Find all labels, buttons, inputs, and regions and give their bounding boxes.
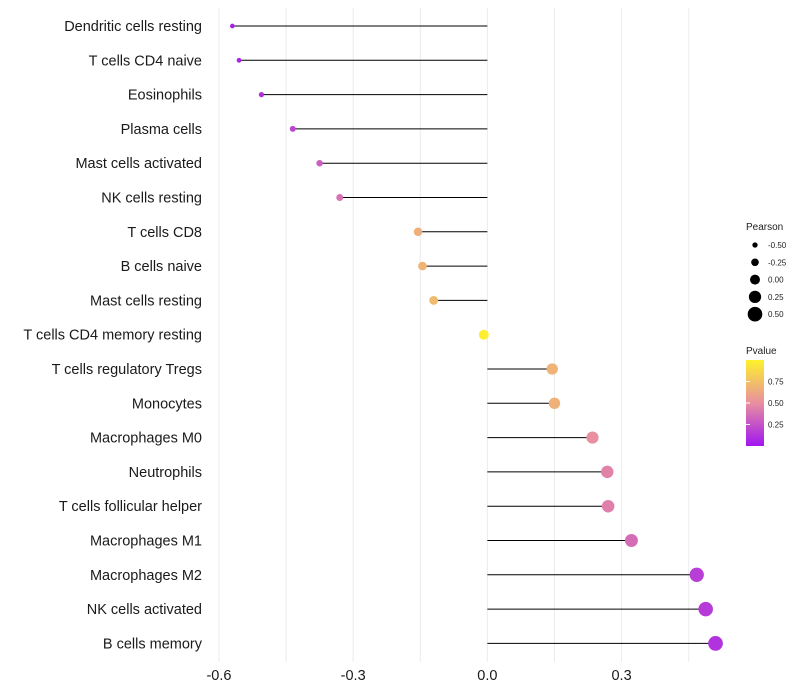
data-point: [413, 227, 423, 237]
color-legend-bar: [746, 360, 764, 446]
data-point: [586, 431, 599, 444]
size-legend-label: 0.25: [768, 293, 784, 302]
points: [230, 23, 723, 651]
data-point: [708, 636, 723, 651]
size-legend-key: [751, 258, 759, 267]
stems: [232, 25, 716, 644]
color-legend-title: Pvalue: [746, 346, 777, 357]
category-label: T cells CD8: [127, 225, 202, 241]
x-axis-ticks: -0.6 -0.3 0.0 0.3: [206, 668, 631, 684]
data-point: [316, 159, 323, 167]
data-point: [546, 363, 558, 375]
size-legend-key: [748, 290, 762, 304]
x-tick-label: -0.6: [206, 668, 231, 684]
size-legend: -0.50 -0.25 0.00 0.25 0.50: [747, 241, 787, 322]
data-point: [689, 567, 704, 582]
category-label: Monocytes: [132, 396, 202, 412]
color-legend-label: 0.50: [768, 399, 784, 408]
category-label: T cells CD4 memory resting: [23, 328, 202, 344]
x-tick-label: 0.0: [477, 668, 497, 684]
category-label: NK cells resting: [101, 191, 202, 207]
category-label: NK cells activated: [87, 602, 202, 618]
color-legend-label: 0.25: [768, 421, 784, 430]
size-legend-key: [750, 274, 760, 285]
size-legend-label: 0.00: [768, 276, 784, 285]
category-label: Neutrophils: [129, 465, 202, 481]
category-label: Mast cells activated: [75, 156, 202, 172]
data-point: [418, 261, 427, 271]
category-label: B cells naive: [121, 259, 202, 275]
size-legend-key: [747, 306, 763, 322]
data-point: [429, 295, 439, 305]
category-label: T cells CD4 naive: [89, 53, 202, 69]
category-label: Mast cells resting: [90, 293, 202, 309]
category-label: Macrophages M2: [90, 568, 202, 584]
data-point: [258, 91, 265, 98]
size-legend-label: 0.50: [768, 310, 784, 319]
x-tick-label: -0.3: [341, 668, 366, 684]
data-point: [236, 57, 242, 63]
category-label: Macrophages M1: [90, 534, 202, 550]
category-label: Macrophages M0: [90, 431, 202, 447]
category-label: Plasma cells: [121, 122, 202, 138]
data-point: [548, 397, 561, 409]
data-point: [230, 23, 235, 29]
category-label: T cells follicular helper: [59, 499, 202, 515]
category-label: B cells memory: [103, 636, 203, 652]
legend: Pearson -0.50 -0.25 0.00 0.25 0.50 Pvalue 0.…: [746, 222, 787, 446]
data-point: [336, 194, 344, 201]
color-legend: 0.75 0.50 0.25: [746, 378, 784, 430]
data-point: [624, 534, 638, 547]
grid-lines: [218, 8, 690, 662]
data-point: [601, 499, 615, 513]
size-legend-title: Pearson: [746, 222, 783, 233]
data-point: [478, 329, 489, 340]
category-label: Eosinophils: [128, 88, 202, 104]
data-point: [601, 465, 614, 479]
x-tick-label: 0.3: [611, 668, 631, 684]
size-legend-label: -0.50: [768, 241, 787, 250]
data-point: [289, 125, 296, 132]
data-point: [698, 601, 713, 617]
category-label: T cells regulatory Tregs: [52, 362, 202, 378]
category-labels: Dendritic cells resting T cells CD4 naive…: [23, 19, 202, 652]
color-legend-label: 0.75: [768, 378, 784, 387]
size-legend-label: -0.25: [768, 258, 787, 267]
size-legend-key: [752, 242, 758, 248]
category-label: Dendritic cells resting: [64, 19, 202, 35]
